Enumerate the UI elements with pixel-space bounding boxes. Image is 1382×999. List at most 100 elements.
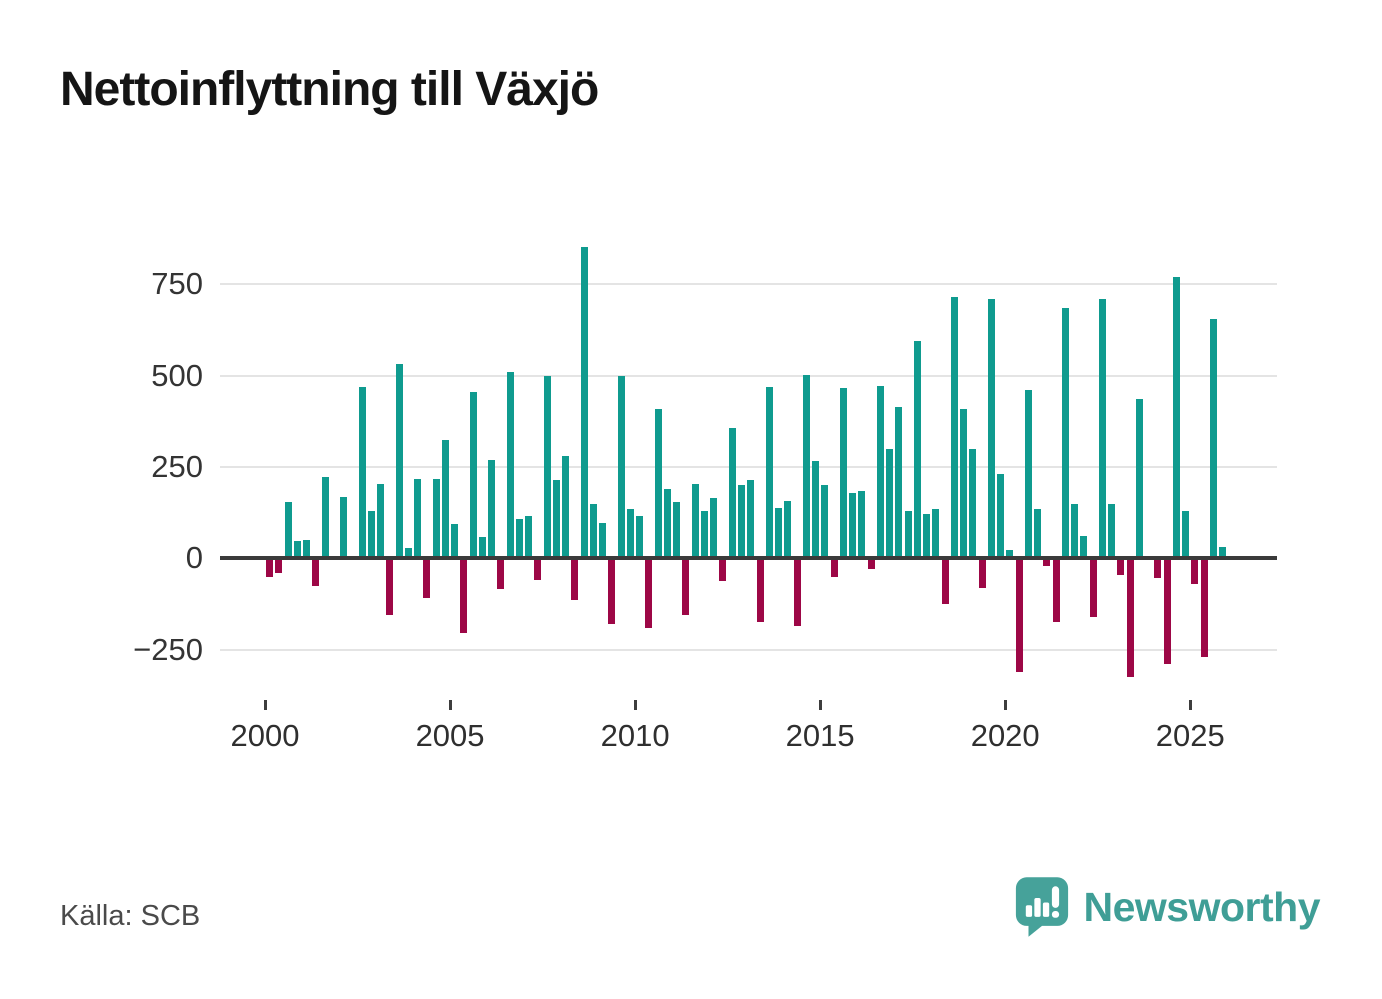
bar [506, 372, 514, 559]
bar [1006, 549, 1014, 559]
bar [423, 558, 431, 599]
y-tick-label: −250 [133, 631, 203, 667]
zero-axis-line [220, 556, 1277, 561]
bar [404, 548, 412, 559]
bar [284, 502, 292, 559]
bar [1191, 558, 1199, 584]
bar [626, 509, 634, 559]
bar [1135, 399, 1143, 559]
bar [571, 558, 579, 601]
bar [682, 558, 690, 615]
bar [673, 501, 681, 559]
bar [515, 519, 523, 559]
bar [784, 500, 792, 559]
bar [525, 515, 533, 559]
x-tick-label: 2010 [600, 718, 670, 753]
bar [849, 492, 857, 559]
x-tick-label: 2000 [230, 718, 300, 753]
x-tick [263, 700, 267, 710]
bar [812, 461, 820, 559]
bar [303, 540, 311, 559]
gridline [220, 374, 1277, 377]
x-tick-label: 2025 [1155, 718, 1225, 753]
bar [543, 375, 551, 559]
bar [275, 558, 283, 573]
bar [1043, 558, 1051, 566]
bar [580, 246, 588, 559]
bar [534, 558, 542, 581]
bar [691, 483, 699, 559]
bar [663, 488, 671, 559]
bar [1080, 536, 1088, 559]
bar [886, 448, 894, 559]
bar [1034, 508, 1042, 559]
bar [562, 456, 570, 559]
bar [1163, 558, 1171, 665]
bar [1219, 547, 1227, 559]
bar [1117, 558, 1125, 575]
page-title: Nettoinflyttning till Växjö [60, 63, 599, 116]
speech-bubble-shape [1015, 877, 1068, 937]
bar [358, 386, 366, 559]
bar [1126, 558, 1134, 677]
bar [608, 558, 616, 625]
bar [738, 484, 745, 559]
bar [321, 477, 329, 559]
bar [1182, 510, 1190, 559]
bar [451, 523, 459, 559]
bar [895, 406, 903, 559]
bar [1200, 558, 1208, 657]
bar [700, 510, 708, 559]
bar [552, 479, 560, 559]
bar [1209, 319, 1217, 559]
bar [867, 558, 875, 570]
bar [589, 503, 597, 559]
bar [654, 408, 662, 559]
bar [1071, 503, 1079, 559]
bar [636, 515, 644, 559]
bar [775, 508, 782, 559]
bar [932, 508, 940, 559]
bar [719, 558, 727, 581]
bar [858, 490, 866, 559]
y-tick-label: 750 [151, 266, 203, 302]
bar [1172, 277, 1180, 559]
bar [617, 375, 625, 559]
bar [904, 510, 912, 559]
bar [1089, 558, 1097, 617]
bar [1024, 390, 1032, 559]
bar [765, 387, 773, 559]
bar-chart: 750 500 250 0 −250 2000 2005 2010 2015 2020 2025 [133, 230, 1277, 790]
gridline [220, 283, 1277, 286]
bar [478, 537, 486, 559]
x-tick [1003, 700, 1007, 710]
bar [469, 392, 477, 559]
y-tick-label: 500 [151, 357, 203, 393]
bar [978, 558, 986, 589]
bar [340, 496, 348, 559]
bar [367, 510, 375, 559]
gridline [220, 465, 1277, 468]
bar [460, 558, 468, 634]
bar [377, 484, 385, 559]
bar [821, 484, 829, 559]
bar [728, 428, 736, 559]
bar [710, 498, 718, 559]
bar [293, 541, 301, 559]
bar [488, 459, 496, 559]
bar [497, 558, 505, 590]
bar [987, 298, 995, 559]
bar [1061, 308, 1069, 559]
bar [432, 479, 440, 559]
y-tick-label: 0 [185, 540, 203, 576]
x-tick [818, 700, 822, 710]
x-tick [633, 700, 637, 710]
x-tick-label: 2015 [785, 718, 855, 753]
bar [599, 522, 607, 559]
bar [960, 408, 968, 559]
bar [830, 558, 838, 577]
bar [941, 558, 949, 604]
gridline [220, 648, 1277, 651]
bar [1052, 558, 1060, 623]
newsworthy-logo: Newsworthy [1015, 876, 1320, 938]
